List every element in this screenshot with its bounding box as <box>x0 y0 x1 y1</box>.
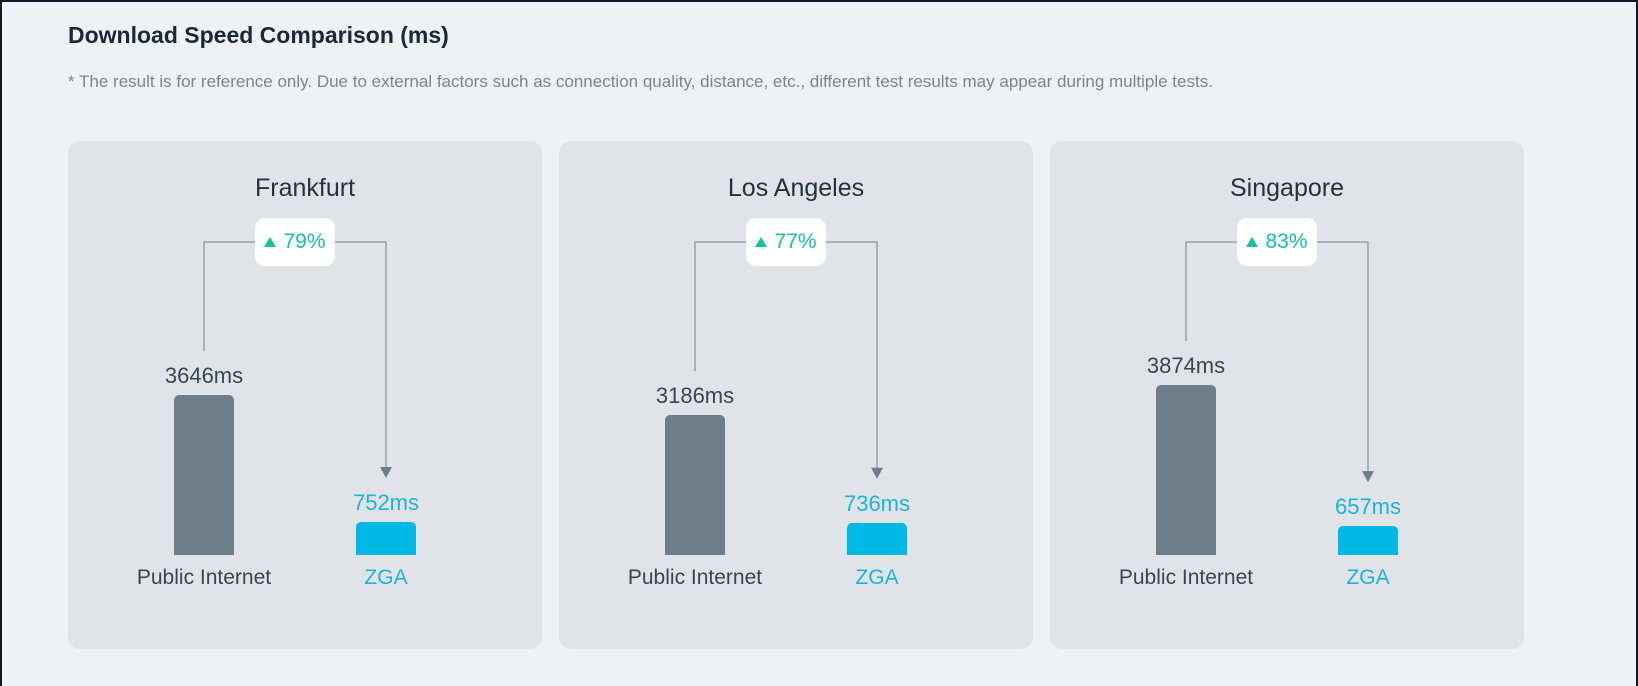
value-label-public-internet: 3186ms <box>655 383 735 409</box>
chart-title: Los Angeles <box>727 174 865 202</box>
connector-right-line <box>826 241 878 469</box>
up-triangle-icon <box>1246 237 1259 247</box>
category-label-zga: ZGA <box>1346 566 1390 589</box>
arrow-down-icon <box>871 467 883 479</box>
value-label-zga: 752ms <box>352 489 420 515</box>
value-label-zga: 736ms <box>843 490 911 516</box>
chart-card-0: Frankfurt 79% 3646ms 752ms Public Internet ZG… <box>68 141 542 649</box>
connector-lines <box>203 241 392 478</box>
disclaimer-note: * The result is for reference only. Due … <box>68 72 1213 91</box>
chart-title: Frankfurt <box>254 174 356 202</box>
connector-lines <box>694 241 883 479</box>
value-label-zga: 657ms <box>1334 494 1402 520</box>
improvement-value: 83% <box>1265 230 1308 253</box>
bar-zga <box>356 521 416 555</box>
page-title: Download Speed Comparison (ms) <box>68 22 449 48</box>
improvement-badge: 79% <box>255 218 335 266</box>
value-label-public-internet: 3646ms <box>164 363 244 388</box>
chart-card-1: Los Angeles 77% 3186ms 736ms Public Internet… <box>559 141 1033 649</box>
bar-public-internet <box>665 415 725 555</box>
connector-lines <box>1185 241 1374 483</box>
category-label-public-internet: Public Internet <box>1118 566 1254 589</box>
category-label-public-internet: Public Internet <box>136 566 272 589</box>
connector-left-line <box>1185 241 1237 341</box>
improvement-badge: 77% <box>746 218 826 266</box>
arrow-down-icon <box>1362 471 1374 483</box>
improvement-value: 79% <box>283 230 326 253</box>
bar-zga <box>847 522 907 555</box>
connector-left-line <box>203 241 255 351</box>
chart-card-2: Singapore 83% 3874ms 657ms Public Internet ZG… <box>1050 141 1524 649</box>
connector-right-line <box>1317 241 1369 473</box>
connector-right-line <box>335 241 387 468</box>
category-label-zga: ZGA <box>855 566 899 589</box>
connector-left-line <box>694 241 746 372</box>
up-triangle-icon <box>755 237 768 247</box>
bar-zga <box>1338 526 1398 555</box>
improvement-badge: 83% <box>1237 218 1317 266</box>
up-triangle-icon <box>264 237 277 247</box>
chart-title: Singapore <box>1230 174 1344 202</box>
category-label-zga: ZGA <box>364 566 408 589</box>
improvement-value: 77% <box>774 230 817 253</box>
bar-public-internet <box>174 395 234 555</box>
arrow-down-icon <box>380 466 392 478</box>
bar-public-internet <box>1156 384 1216 555</box>
category-label-public-internet: Public Internet <box>627 566 763 589</box>
value-label-public-internet: 3874ms <box>1146 352 1226 378</box>
